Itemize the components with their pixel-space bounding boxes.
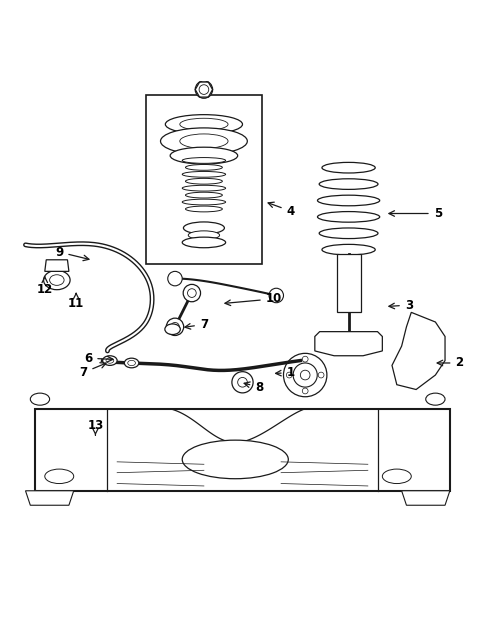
Circle shape bbox=[231, 372, 253, 393]
Circle shape bbox=[283, 354, 326, 397]
Ellipse shape bbox=[188, 231, 219, 240]
Circle shape bbox=[300, 370, 309, 380]
Ellipse shape bbox=[318, 179, 377, 189]
Ellipse shape bbox=[180, 134, 227, 148]
Text: 1: 1 bbox=[275, 366, 294, 379]
Ellipse shape bbox=[185, 178, 222, 184]
Ellipse shape bbox=[49, 275, 64, 285]
Ellipse shape bbox=[381, 469, 410, 484]
Ellipse shape bbox=[185, 192, 222, 198]
Text: 11: 11 bbox=[68, 294, 84, 310]
Circle shape bbox=[318, 372, 323, 378]
Ellipse shape bbox=[44, 270, 70, 290]
Polygon shape bbox=[314, 332, 381, 355]
Circle shape bbox=[237, 377, 247, 387]
Ellipse shape bbox=[124, 358, 138, 368]
Circle shape bbox=[195, 81, 212, 99]
Circle shape bbox=[292, 363, 317, 387]
Circle shape bbox=[187, 289, 196, 298]
Text: 5: 5 bbox=[388, 207, 441, 220]
Ellipse shape bbox=[182, 171, 225, 177]
Text: 3: 3 bbox=[388, 299, 412, 312]
Circle shape bbox=[183, 285, 200, 302]
Text: 7: 7 bbox=[79, 363, 106, 379]
Ellipse shape bbox=[317, 195, 379, 206]
Circle shape bbox=[166, 318, 183, 336]
Ellipse shape bbox=[425, 393, 444, 405]
Ellipse shape bbox=[165, 324, 180, 334]
Ellipse shape bbox=[182, 440, 287, 478]
Text: 9: 9 bbox=[55, 245, 89, 261]
Ellipse shape bbox=[103, 355, 117, 365]
Polygon shape bbox=[401, 491, 449, 506]
Text: 2: 2 bbox=[436, 357, 463, 370]
Ellipse shape bbox=[185, 206, 222, 212]
Circle shape bbox=[302, 356, 307, 362]
Ellipse shape bbox=[318, 228, 377, 238]
Ellipse shape bbox=[160, 128, 247, 155]
Text: 8: 8 bbox=[243, 381, 263, 393]
Ellipse shape bbox=[182, 185, 225, 191]
Circle shape bbox=[170, 323, 179, 331]
Polygon shape bbox=[391, 312, 444, 390]
Ellipse shape bbox=[127, 361, 135, 366]
Circle shape bbox=[167, 271, 182, 286]
Circle shape bbox=[199, 85, 208, 95]
Ellipse shape bbox=[317, 212, 379, 222]
Polygon shape bbox=[26, 491, 74, 506]
Text: 6: 6 bbox=[84, 352, 113, 365]
Text: 4: 4 bbox=[268, 202, 294, 218]
Ellipse shape bbox=[30, 393, 49, 405]
Ellipse shape bbox=[321, 244, 375, 255]
Bar bbox=[336, 254, 360, 312]
Bar bbox=[35, 409, 449, 491]
Bar bbox=[146, 95, 261, 264]
Ellipse shape bbox=[182, 199, 225, 205]
Circle shape bbox=[302, 388, 307, 394]
Circle shape bbox=[269, 289, 283, 303]
Polygon shape bbox=[45, 260, 69, 271]
Ellipse shape bbox=[183, 222, 224, 234]
Circle shape bbox=[286, 372, 291, 378]
Ellipse shape bbox=[321, 162, 375, 173]
Text: 7: 7 bbox=[184, 318, 208, 331]
Ellipse shape bbox=[165, 115, 242, 134]
Text: 10: 10 bbox=[225, 292, 281, 305]
Ellipse shape bbox=[182, 158, 225, 164]
Ellipse shape bbox=[180, 118, 227, 130]
Ellipse shape bbox=[170, 147, 237, 164]
Ellipse shape bbox=[45, 469, 74, 484]
Ellipse shape bbox=[185, 164, 222, 170]
Text: 13: 13 bbox=[87, 419, 103, 435]
Text: 12: 12 bbox=[37, 277, 53, 296]
Ellipse shape bbox=[182, 237, 225, 248]
Ellipse shape bbox=[106, 358, 114, 363]
